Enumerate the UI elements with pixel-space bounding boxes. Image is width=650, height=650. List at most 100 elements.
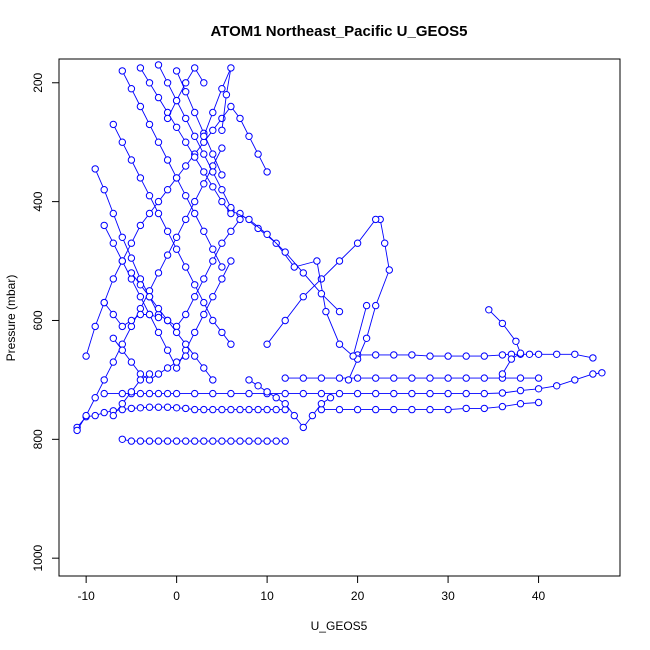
data-point	[145, 403, 154, 411]
data-point	[191, 281, 199, 289]
data-point	[163, 346, 172, 354]
data-point	[127, 269, 136, 277]
data-point	[182, 404, 190, 413]
data-point	[182, 138, 190, 146]
data-point	[100, 186, 108, 194]
data-point	[408, 351, 416, 359]
data-point	[73, 426, 81, 435]
series-21	[127, 269, 217, 384]
data-point	[154, 403, 163, 411]
data-point	[372, 405, 380, 414]
data-point	[390, 389, 398, 398]
data-point	[308, 411, 317, 420]
data-point	[136, 174, 145, 182]
data-point	[317, 389, 326, 398]
data-point	[145, 389, 154, 398]
y-axis-label: Pressure (mbar)	[4, 275, 18, 362]
data-point	[227, 437, 235, 445]
data-point	[200, 227, 208, 236]
data-point	[281, 400, 289, 408]
data-point	[209, 389, 217, 398]
data-point	[299, 374, 307, 382]
series-line	[176, 70, 223, 176]
series-15	[109, 120, 235, 348]
data-point	[299, 389, 307, 398]
data-point	[145, 370, 154, 378]
data-point	[254, 150, 262, 158]
data-point	[136, 310, 145, 319]
data-point	[553, 382, 561, 390]
data-point	[163, 389, 172, 398]
data-point	[408, 374, 416, 382]
data-point	[534, 398, 543, 407]
data-point	[109, 334, 118, 342]
data-point	[118, 138, 127, 146]
data-point	[317, 275, 326, 283]
data-point	[426, 374, 434, 382]
data-point	[254, 405, 262, 414]
x-axis: -10 0 10 20 30 40	[77, 575, 546, 603]
x-tick-label: -10	[77, 589, 95, 603]
data-point	[516, 386, 525, 395]
data-point	[227, 389, 235, 398]
data-point	[145, 192, 154, 200]
data-point	[209, 183, 217, 191]
data-point	[534, 385, 543, 393]
data-point	[182, 437, 190, 445]
data-point	[82, 411, 90, 420]
data-point	[191, 153, 199, 161]
data-point	[109, 120, 118, 129]
data-point	[353, 374, 362, 382]
data-point	[100, 221, 108, 230]
data-point	[245, 405, 253, 414]
data-point	[172, 245, 181, 253]
data-point	[272, 405, 280, 414]
data-point	[263, 230, 271, 239]
data-point	[218, 405, 226, 414]
data-point	[191, 389, 199, 398]
data-point	[516, 400, 525, 408]
data-point	[191, 437, 199, 445]
data-point	[326, 394, 335, 402]
data-point	[218, 126, 226, 135]
data-point	[516, 374, 525, 382]
x-tick-label: 20	[351, 589, 365, 603]
data-point	[362, 301, 371, 310]
data-point	[154, 304, 163, 313]
data-point	[182, 310, 190, 319]
data-point	[209, 293, 217, 301]
data-point	[136, 437, 145, 445]
data-point	[200, 150, 208, 158]
data-point	[91, 394, 99, 402]
data-point	[349, 352, 357, 360]
data-point	[191, 64, 199, 72]
data-point	[227, 257, 235, 265]
data-point	[182, 340, 190, 348]
data-point	[589, 370, 597, 378]
data-point	[136, 221, 145, 230]
series-11	[227, 206, 344, 316]
data-point	[227, 203, 235, 212]
x-tick-label: 10	[260, 589, 274, 603]
data-point	[498, 351, 507, 359]
data-point	[200, 132, 208, 141]
series-line	[121, 70, 223, 268]
data-point	[118, 322, 127, 331]
data-point	[145, 310, 154, 319]
data-point	[254, 382, 262, 390]
data-point	[109, 358, 118, 366]
data-point	[245, 215, 253, 224]
data-point	[335, 374, 344, 382]
data-point	[118, 389, 127, 398]
data-point	[127, 275, 136, 283]
data-point	[498, 319, 507, 328]
series-line	[76, 406, 286, 428]
data-point	[227, 405, 235, 414]
data-point	[154, 61, 163, 69]
data-point	[462, 374, 470, 382]
data-point	[172, 67, 181, 75]
data-point	[353, 405, 362, 414]
y-tick-label: 600	[31, 310, 45, 330]
data-point	[154, 209, 163, 218]
